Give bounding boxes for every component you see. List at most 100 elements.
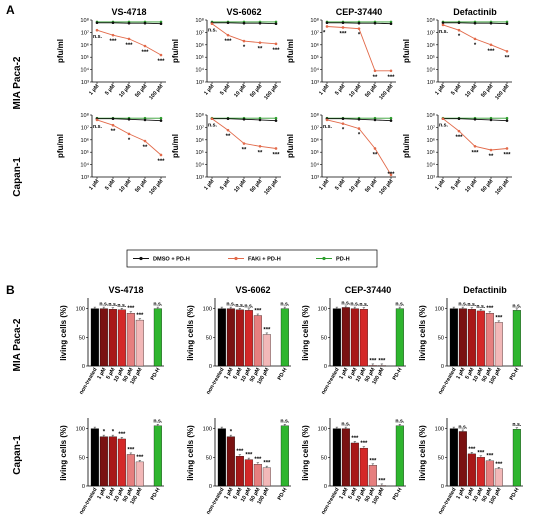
data-point-dmso [441,21,445,25]
y-tick-label: 10⁸ [80,17,89,24]
y-axis-label: living cells (%) [59,305,68,361]
significance-label: *** [487,49,495,55]
data-point-faki [274,147,278,150]
data-point-dmso [226,21,230,25]
bar-10uM [117,309,126,367]
significance-label: n.s. [280,419,289,425]
bar-nontreated [90,308,99,367]
significance-label: n.s. [395,419,404,425]
y-tick-label: 10⁴ [195,67,204,74]
data-point-faki [226,128,230,132]
bar-100uM [377,485,386,487]
y-axis-label: pfu/ml [171,39,180,63]
bar-100uM [494,322,503,367]
bar-1uM [226,436,235,487]
x-tick-label: 1 µM [223,367,234,381]
significance-label: n.s. [280,302,289,308]
x-tick-label: 1 µM [318,83,331,97]
bar-50uM [485,313,494,367]
bar-100uM [262,467,271,487]
bar-pdh [395,425,404,487]
data-point-dmso [373,21,377,25]
data-point-pdh [159,20,163,24]
bar-pdh [512,429,521,487]
bar-chart-mia-2: VS-6062 living cells (%) 0 50 100 non-treated… [186,285,291,396]
x-tick-label: PD-H [150,487,162,502]
significance-label: * [103,430,106,436]
x-tick-label: 1 µM [338,487,349,501]
significance-label: *** [378,358,386,364]
significance-label: ** [373,75,378,81]
x-tick-label: 1 µM [338,367,349,381]
y-tick-label: 10⁵ [195,149,204,156]
x-tick-label: 50 µM [480,178,495,194]
significance-label: *** [339,31,347,37]
x-tick-label: PD-H [509,487,521,502]
data-point-faki [489,43,493,47]
significance-label: n.s. [153,419,162,425]
y-axis-label: pfu/ml [56,39,65,63]
significance-label: *** [141,50,149,56]
line-chart-capan-2: pfu/ml 10³ 10⁴ 10⁵ 10⁶ 10⁷ 10⁸ 1 µM 5 µM 10 µM 50 … [171,112,281,196]
bar-100uM [377,365,386,367]
chart-title: Defactinib [463,285,507,295]
y-tick-label: 10⁸ [195,112,204,119]
x-tick-label: 5 µM [450,83,463,97]
data-point-dmso [274,22,278,26]
significance-label: *** [254,308,262,314]
y-axis-label: living cells (%) [301,425,310,481]
data-point-dmso [274,119,278,122]
significance-label: *** [503,152,511,158]
data-point-pdh [389,116,393,120]
bar-5uM [235,309,244,367]
y-tick-label: 10⁸ [80,112,89,119]
data-point-faki [457,28,461,32]
significance-label: *** [254,457,262,463]
significance-label: * [358,133,361,139]
significance-label: *** [387,75,395,81]
bar-10uM [476,457,485,487]
significance-label: n.s. [439,123,448,129]
significance-label: *** [263,327,271,333]
x-tick-label: 50 µM [134,83,149,99]
x-tick-label: PD-H [392,487,404,502]
significance-label: n.s. [117,303,126,309]
significance-label: ** [373,152,378,158]
data-point-faki [143,44,147,48]
x-tick-label: 50 µM [364,178,379,194]
data-point-faki [226,33,230,37]
significance-label: ** [111,129,116,135]
legend: DMSO + PD-H FAKi + PD-H PD-H [126,249,378,268]
x-tick-label: 5 µM [334,83,347,97]
x-tick-label: 100 µM [378,83,395,101]
data-point-faki [505,147,509,150]
significance-label: n.s. [208,28,217,34]
y-axis-label: pfu/ml [286,134,295,158]
y-tick-label: 0 [441,364,444,370]
x-tick-label: 1 µM [96,487,107,501]
y-tick-label: 50 [79,335,85,341]
bar-1uM [226,308,235,367]
data-point-pdh [159,116,163,120]
bar-nontreated [332,428,341,487]
x-tick-label: 10 µM [464,83,479,99]
y-tick-label: 10⁵ [310,149,319,156]
significance-label: n.s. [467,302,476,308]
x-tick-label: 1 µM [318,178,331,192]
y-tick-label: 10⁶ [80,42,89,49]
x-tick-label: non-treated [438,367,458,396]
significance-label: * [474,43,477,49]
significance-label: n.s. [235,303,244,309]
data-point-faki [210,22,214,26]
significance-label: *** [136,313,144,319]
significance-label: * [323,30,326,36]
bar-pdh [153,308,162,367]
y-tick-label: 50 [438,335,444,341]
x-tick-label: 10 µM [233,178,248,194]
bar-chart-mia-4: Defactinib living cells (%) 0 50 100 non-trea… [418,285,523,396]
x-tick-label: non-treated [206,487,226,516]
bar-pdh [395,308,404,367]
legend-label-dmso: DMSO + PD-H [153,257,190,263]
bar-5uM [467,453,476,487]
